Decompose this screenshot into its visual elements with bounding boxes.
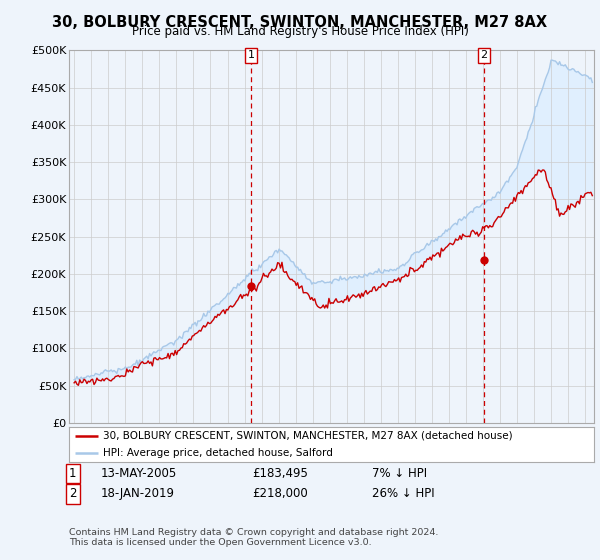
Text: 18-JAN-2019: 18-JAN-2019 xyxy=(101,487,175,500)
Text: 1: 1 xyxy=(69,467,77,480)
Text: 30, BOLBURY CRESCENT, SWINTON, MANCHESTER, M27 8AX (detached house): 30, BOLBURY CRESCENT, SWINTON, MANCHESTE… xyxy=(103,431,513,441)
Text: £218,000: £218,000 xyxy=(252,487,308,500)
Text: Contains HM Land Registry data © Crown copyright and database right 2024.
This d: Contains HM Land Registry data © Crown c… xyxy=(69,528,439,547)
Text: HPI: Average price, detached house, Salford: HPI: Average price, detached house, Salf… xyxy=(103,449,333,458)
Text: 30, BOLBURY CRESCENT, SWINTON, MANCHESTER, M27 8AX: 30, BOLBURY CRESCENT, SWINTON, MANCHESTE… xyxy=(52,15,548,30)
Text: 2: 2 xyxy=(69,487,77,500)
Text: 2: 2 xyxy=(481,50,488,60)
Text: 26% ↓ HPI: 26% ↓ HPI xyxy=(372,487,434,500)
Text: 13-MAY-2005: 13-MAY-2005 xyxy=(101,467,177,480)
Text: 7% ↓ HPI: 7% ↓ HPI xyxy=(372,467,427,480)
Text: £183,495: £183,495 xyxy=(252,467,308,480)
Text: 1: 1 xyxy=(247,50,254,60)
Text: Price paid vs. HM Land Registry's House Price Index (HPI): Price paid vs. HM Land Registry's House … xyxy=(131,25,469,38)
